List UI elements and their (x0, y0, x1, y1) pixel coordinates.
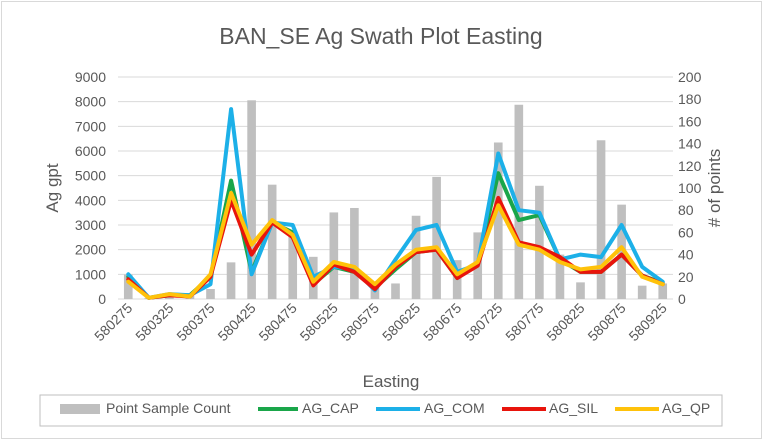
y2-tick-label: 20 (678, 269, 694, 285)
legend-swatch-point-sample-count (60, 404, 100, 414)
y-axis-ticks: 0 1000 2000 3000 4000 5000 6000 7000 8000 9000 (75, 69, 106, 307)
bar-point-sample-count (288, 232, 298, 299)
bar-point-sample-count (267, 184, 277, 299)
legend-label-point-sample-count: Point Sample Count (106, 400, 231, 416)
legend-label-ag-com: AG_COM (424, 400, 485, 416)
bar-point-sample-count (576, 282, 585, 299)
line-series (126, 107, 665, 300)
bar-point-sample-count (206, 289, 215, 299)
legend-label-ag-qp: AG_QP (662, 400, 710, 416)
y2-tick-label: 100 (678, 180, 702, 196)
y2-tick-label: 0 (678, 291, 686, 307)
y2-tick-label: 200 (678, 69, 702, 85)
bar-point-sample-count (165, 296, 174, 299)
y2-tick-label: 120 (678, 158, 702, 174)
y-axis-label: Ag gpt (43, 163, 62, 212)
bar-point-sample-count (329, 212, 339, 299)
bar-point-sample-count (411, 215, 421, 299)
bar-point-sample-count (555, 254, 565, 299)
y-tick-label: 6000 (75, 143, 106, 159)
y-tick-label: 2000 (75, 242, 106, 258)
bar-point-sample-count (391, 283, 400, 299)
y-tick-label: 4000 (75, 192, 106, 208)
bar-point-sample-count (123, 274, 133, 299)
y-tick-label: 1000 (75, 266, 106, 282)
bar-point-sample-count (535, 185, 544, 299)
y2-tick-label: 160 (678, 113, 702, 129)
y2-tick-label: 60 (678, 224, 694, 240)
y2-axis-ticks: 0 20 40 60 80 100 120 140 160 180 200 (678, 69, 702, 307)
y-tick-label: 9000 (75, 69, 106, 85)
legend-label-ag-cap: AG_CAP (302, 400, 359, 416)
bar-point-sample-count (493, 142, 503, 299)
bar-point-sample-count (432, 176, 441, 299)
y-tick-label: 8000 (75, 94, 106, 110)
bar-point-sample-count (350, 207, 359, 299)
chart-title: BAN_SE Ag Swath Plot Easting (219, 23, 542, 49)
bar-point-sample-count (617, 204, 626, 299)
y-tick-label: 3000 (75, 217, 106, 233)
bar-point-sample-count (514, 104, 524, 299)
line-ag-com (126, 107, 665, 300)
bar-point-sample-count (247, 100, 256, 299)
legend-label-ag-sil: AG_SIL (549, 400, 598, 416)
bar-point-sample-count (596, 140, 606, 299)
y2-tick-label: 180 (678, 91, 702, 107)
bar-point-sample-count (637, 285, 647, 299)
legend: Point Sample Count AG_CAP AG_COM AG_SIL … (39, 394, 723, 427)
y-tick-label: 0 (98, 291, 106, 307)
bar-point-sample-count (658, 283, 668, 299)
y2-tick-label: 140 (678, 136, 702, 152)
y2-tick-label: 80 (678, 202, 694, 218)
y-tick-label: 5000 (75, 168, 106, 184)
bar-point-sample-count (370, 287, 380, 299)
x-axis-label: Easting (363, 372, 420, 391)
bar-point-sample-count (226, 262, 236, 299)
y2-axis-label: # of points (705, 149, 724, 227)
y2-tick-label: 40 (678, 247, 694, 263)
line-ag-qp (126, 190, 665, 300)
y-tick-label: 7000 (75, 118, 106, 134)
